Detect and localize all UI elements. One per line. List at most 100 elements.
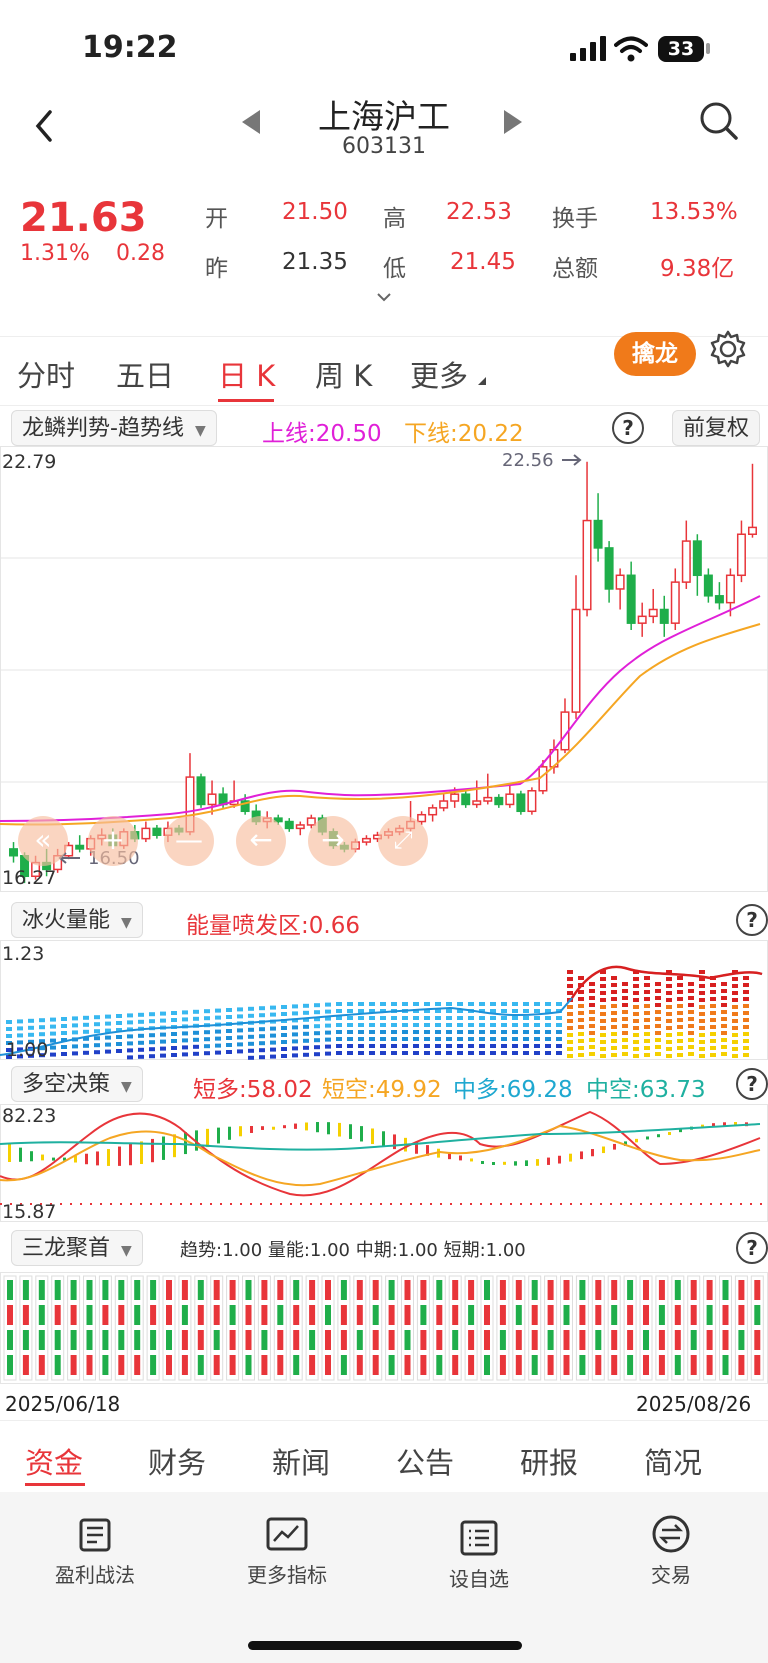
volume-dot [732,984,738,988]
volume-dot [391,1030,397,1034]
dragon-bar [181,1330,188,1350]
decision-bar [459,1155,462,1161]
volume-dot [248,1034,254,1039]
decision-bar [602,1146,605,1154]
more-indicators-button[interactable]: 更多指标 [212,1514,362,1588]
help-icon[interactable]: ? [736,1068,768,1100]
volume-dot [391,1016,397,1020]
dragon-bar [499,1280,506,1300]
dragon-bar [22,1280,29,1300]
tab-wuri[interactable]: 五日 [116,359,175,393]
volume-dot [28,1032,34,1037]
tab-weekly-k[interactable]: 周 K [315,359,373,393]
dragon-bar [245,1305,252,1325]
volume-dot [633,1040,639,1044]
tab-capital[interactable]: 资金 [25,1446,84,1480]
dragon-bar [690,1330,697,1350]
fullscreen-icon[interactable]: ⤢ [378,816,428,866]
tab-news[interactable]: 新闻 [272,1446,331,1480]
search-icon[interactable] [698,100,740,142]
catch-dragon-button[interactable]: 擒龙 [614,332,696,376]
decision-bar [129,1143,132,1166]
chevron-down-icon: ▼ [194,423,206,439]
decision-bar [162,1136,165,1160]
dk-indicator-select[interactable]: 多空决策 ▼ [11,1066,143,1102]
volume-dot [61,1038,67,1042]
volume-dot [644,976,650,980]
tab-announcement[interactable]: 公告 [396,1446,455,1480]
volume-dot [182,1010,188,1015]
gear-icon[interactable] [708,329,748,369]
dragon-bar [245,1280,252,1300]
sl-indicator-select[interactable]: 三龙聚首 ▼ [11,1230,143,1266]
volume-dot [556,1009,562,1013]
volume-dot [479,1037,485,1041]
dragon-bar [452,1280,459,1300]
volume-dot [457,1037,463,1041]
tab-finance[interactable]: 财务 [148,1446,207,1480]
dragon-bar [404,1305,411,1325]
dragon-bar [118,1280,125,1300]
tab-fenshi[interactable]: 分时 [17,359,76,393]
volume-dot [611,1011,617,1015]
volume-dot [336,1009,342,1013]
expand-icon[interactable] [376,291,392,303]
sl-indicator-name: 三龙聚首 [22,1236,111,1261]
tab-profile[interactable]: 简况 [644,1446,703,1480]
zoom-out-icon[interactable]: — [164,816,214,866]
dragon-bar [643,1330,649,1350]
decision-bar [701,1124,704,1128]
volume-dot [666,1047,672,1051]
volume-dot [523,1051,529,1055]
volume-dot [116,1021,122,1025]
scroll-left-icon[interactable]: ← [236,816,286,866]
tab-more[interactable]: 更多 [410,359,469,393]
candle-body [703,574,713,597]
volume-dot [710,1046,716,1050]
volume-dot [556,1044,562,1048]
scroll-right-icon[interactable]: → [308,816,358,866]
volume-dot [17,1047,23,1052]
volume-dot [611,983,617,987]
volume-dot [699,1033,705,1037]
volume-dot [699,1012,705,1016]
volume-dot [314,1031,320,1036]
volume-dot [611,990,617,994]
prev-stock-icon[interactable] [240,108,262,136]
dragon-bar [722,1330,729,1350]
volume-dot [105,1028,111,1033]
mid-short-value: 中空:63.73 [586,1077,706,1103]
volume-dot [358,1002,364,1006]
volume-dot [622,982,628,986]
back-icon[interactable] [32,108,56,144]
volume-dot [215,1036,221,1041]
volume-dot [534,1030,540,1034]
help-icon[interactable]: ? [736,1232,768,1264]
profit-strategy-button[interactable]: 盈利战法 [20,1514,170,1588]
open-label: 开 [205,206,228,232]
vol-indicator-select[interactable]: 冰火量能 ▼ [11,902,143,938]
rewind-icon[interactable]: « [18,816,68,866]
adjust-select[interactable]: 前复权 [672,410,761,446]
volume-dot [732,1005,738,1009]
volume-dot [710,990,716,994]
main-indicator-select[interactable]: 龙鳞判势-趋势线 ▼ [11,410,217,446]
volume-dot [72,1030,78,1035]
candlestick-chart[interactable]: 22.79 16.27 22.56 16.50 [0,446,768,892]
zoom-in-icon[interactable]: + [88,816,138,866]
trade-button[interactable]: 交易 [596,1514,746,1588]
next-stock-icon[interactable] [502,108,524,136]
dragon-bar [118,1305,125,1325]
add-watchlist-button[interactable]: 设自选 [404,1518,554,1592]
tab-daily-k[interactable]: 日 K [218,359,276,393]
dragon-bar [356,1305,363,1325]
volume-dot [710,997,716,1001]
help-icon[interactable]: ? [612,412,644,444]
candle-body [196,776,206,806]
dragon-bar [499,1330,506,1350]
volume-dot [160,1046,166,1051]
candle-body [593,519,603,549]
dragon-bar [22,1355,29,1375]
tab-research[interactable]: 研报 [520,1446,579,1480]
help-icon[interactable]: ? [736,904,768,936]
